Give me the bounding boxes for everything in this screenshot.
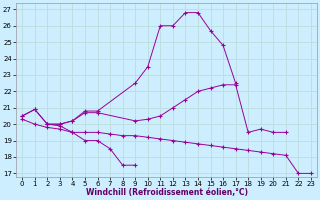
X-axis label: Windchill (Refroidissement éolien,°C): Windchill (Refroidissement éolien,°C) [85, 188, 248, 197]
